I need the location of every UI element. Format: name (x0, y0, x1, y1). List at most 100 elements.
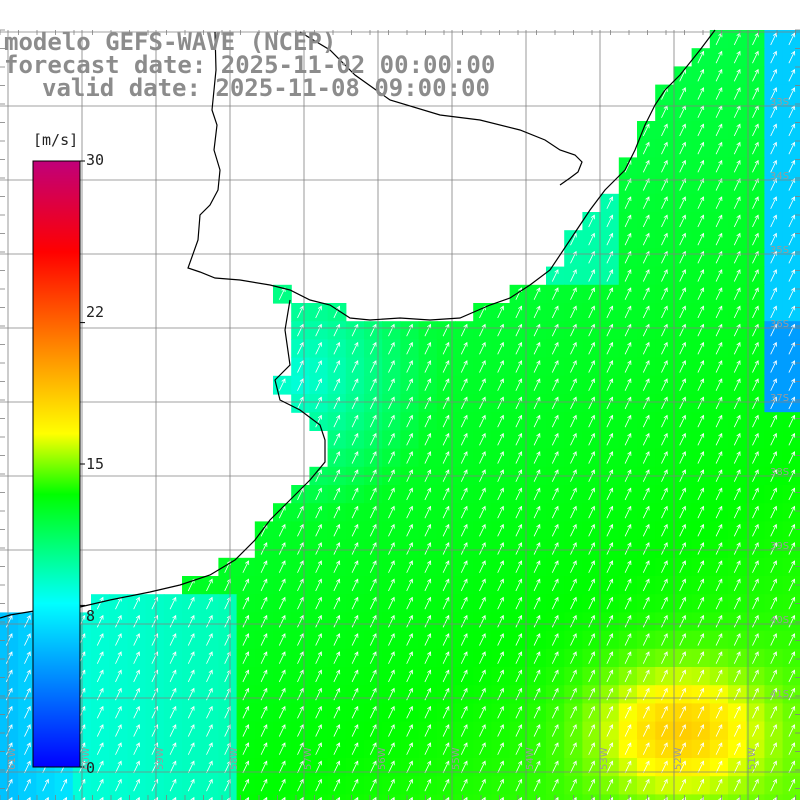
wind-arrow (351, 669, 359, 683)
wind-cell (527, 521, 547, 541)
wind-arrow (333, 705, 341, 719)
wind-cell (655, 503, 674, 522)
wind-arrow (624, 487, 632, 501)
wind-arrow (661, 305, 668, 319)
wind-arrow (115, 651, 122, 664)
wind-cell (564, 739, 583, 759)
wind-cell (746, 84, 765, 104)
wind-cell (382, 321, 401, 340)
wind-cell (218, 667, 238, 686)
wind-arrow (351, 742, 359, 755)
wind-arrow (460, 742, 468, 755)
wind-arrow (606, 651, 614, 664)
wind-cell (655, 102, 674, 122)
wind-cell (509, 503, 529, 522)
wind-arrow (788, 705, 796, 719)
wind-arrow (661, 560, 668, 573)
wind-cell (709, 212, 729, 231)
wind-cell (546, 685, 565, 704)
wind-cell (709, 48, 729, 67)
wind-arrow (260, 542, 268, 555)
latitude-label: 40S (770, 615, 789, 626)
wind-arrow (752, 123, 759, 137)
wind-arrow (333, 724, 341, 737)
wind-cell (582, 212, 602, 231)
wind-cell (509, 794, 529, 800)
wind-arrow (406, 614, 413, 628)
wind-cell (728, 739, 747, 759)
wind-cell (691, 157, 711, 177)
wind-cell (218, 721, 238, 741)
wind-cell (145, 794, 165, 800)
wind-arrow (588, 560, 595, 573)
wind-arrow (388, 614, 395, 628)
wind-arrow (551, 505, 559, 519)
wind-cell (564, 339, 583, 359)
wind-arrow (642, 287, 650, 300)
wind-cell (600, 248, 620, 268)
wind-cell (273, 794, 292, 800)
wind-cell (291, 557, 310, 577)
wind-arrow (242, 614, 250, 628)
wind-arrow (679, 269, 686, 282)
wind-cell (491, 667, 511, 686)
wind-cell (691, 175, 711, 195)
wind-arrow (315, 633, 322, 646)
wind-cell (345, 703, 365, 723)
wind-cell (564, 485, 583, 504)
wind-cell (655, 576, 674, 595)
wind-arrow (661, 724, 668, 737)
wind-arrow (788, 614, 796, 628)
wind-cell (709, 266, 729, 286)
wind-cell (236, 630, 256, 650)
wind-arrow (715, 141, 723, 155)
wind-arrow (770, 341, 777, 355)
wind-cell (728, 157, 747, 177)
wind-cell (109, 648, 128, 668)
wind-cell (764, 703, 784, 723)
wind-cell (218, 703, 238, 723)
wind-cell (200, 594, 219, 613)
wind-arrow (260, 633, 268, 646)
wind-cell (218, 685, 238, 704)
wind-arrow (733, 633, 741, 646)
wind-arrow (424, 432, 432, 446)
wind-arrow (460, 614, 468, 628)
wind-cell (673, 193, 693, 213)
wind-cell (345, 557, 365, 577)
wind-cell (600, 576, 620, 595)
wind-arrow (788, 32, 796, 46)
wind-cell (400, 630, 420, 650)
wind-cell (509, 557, 529, 577)
wind-arrow (5, 614, 13, 628)
wind-arrow (570, 378, 577, 391)
wind-arrow (697, 778, 705, 792)
wind-cell (527, 503, 547, 522)
wind-arrow (369, 542, 377, 555)
wind-arrow (187, 778, 195, 792)
wind-arrow (733, 323, 741, 337)
wind-cell (509, 521, 529, 541)
wind-cell (0, 739, 19, 759)
wind-arrow (497, 523, 504, 537)
wind-arrow (679, 159, 686, 173)
longitude-label: 54W (525, 747, 536, 770)
wind-cell (345, 503, 365, 522)
wind-cell (309, 630, 329, 650)
wind-arrow (369, 596, 377, 610)
wind-arrow (497, 560, 504, 573)
wind-arrow (442, 432, 450, 446)
wind-arrow (788, 560, 796, 573)
wind-arrow (551, 778, 559, 792)
wind-arrow (770, 560, 777, 573)
wind-cell (728, 703, 747, 723)
wind-cell (382, 794, 401, 800)
wind-arrow (679, 614, 686, 628)
wind-cell (163, 594, 183, 613)
wind-cell (746, 121, 765, 140)
wind-arrow (570, 287, 577, 300)
wind-cell (182, 630, 201, 650)
wind-cell (691, 303, 711, 322)
wind-arrow (551, 760, 559, 774)
wind-arrow (697, 323, 705, 337)
